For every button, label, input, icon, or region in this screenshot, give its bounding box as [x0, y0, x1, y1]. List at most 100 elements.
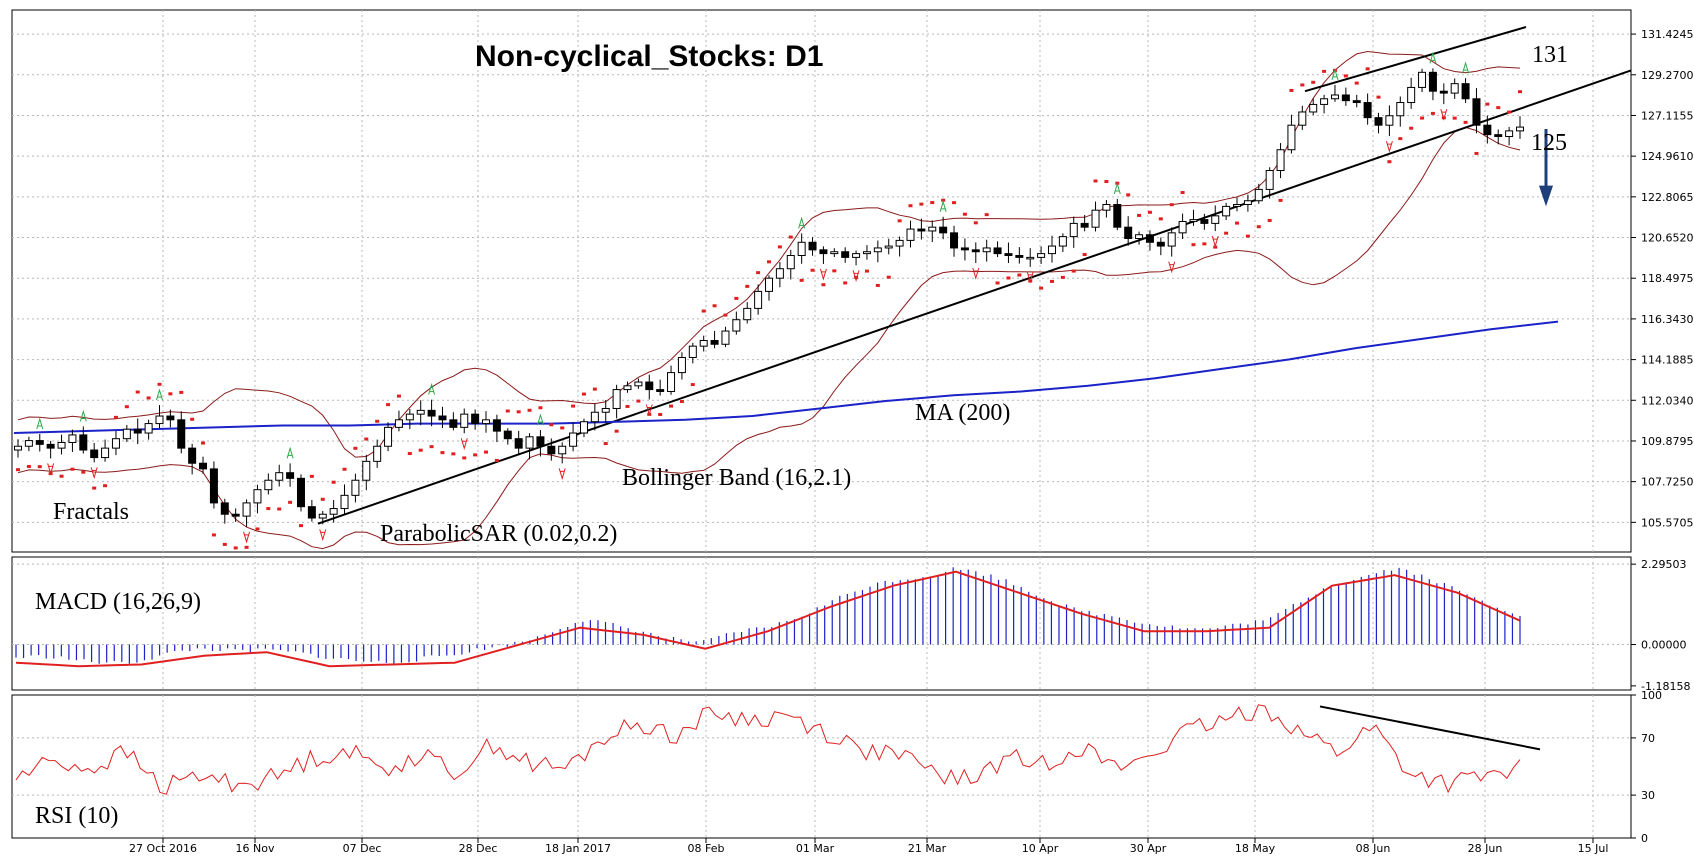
sar-dot [1093, 179, 1098, 183]
sar-dot [1082, 253, 1087, 257]
sar-dot [473, 453, 478, 457]
candle-body [786, 255, 795, 270]
label-macd: MACD (16,26,9) [35, 589, 201, 615]
sar-dot [320, 497, 325, 501]
candle-body [906, 228, 915, 241]
candle-body [960, 247, 969, 251]
sar-dot [1322, 69, 1327, 73]
candle-body [1505, 130, 1514, 138]
sar-dot [712, 304, 717, 308]
candle-body [155, 415, 164, 425]
fractal-down [819, 268, 827, 281]
rsi-tick-label: 30 [1641, 789, 1655, 802]
sar-dot [1343, 74, 1348, 78]
candle-body [253, 489, 262, 504]
candle-body [133, 428, 142, 434]
fractal-up [36, 417, 44, 430]
sar-dot [429, 445, 434, 449]
rsi-tick-label: 0 [1641, 832, 1648, 845]
candle-body [1145, 234, 1154, 243]
candle-body [765, 277, 773, 292]
rsi-panel [15, 704, 1541, 795]
sar-dot [1017, 273, 1022, 277]
fractal-down [972, 267, 980, 280]
price-tick-label: 105.5705 [1641, 516, 1694, 529]
fractal-down [1440, 108, 1448, 121]
sar-dot [995, 281, 1000, 285]
sar-dot [298, 524, 303, 528]
candle-body [775, 268, 784, 279]
sar-dot [658, 413, 663, 417]
macd-tick-label: 2.29503 [1641, 558, 1687, 571]
candle-body [721, 330, 730, 345]
candle-body [1254, 188, 1263, 202]
sar-dot [1409, 126, 1414, 130]
candle-body [743, 307, 752, 321]
main-panel-frame [11, 9, 1632, 553]
sar-dot [625, 404, 630, 408]
candle-body [808, 241, 817, 251]
candle-body [460, 413, 469, 428]
candle-body [1276, 149, 1285, 172]
candle-body [1178, 221, 1187, 234]
candle-body [373, 445, 382, 462]
fractal-down [460, 438, 468, 450]
sar-dot [549, 423, 554, 427]
sar-dot [799, 278, 804, 282]
price-candles [14, 68, 1524, 527]
candle-body [1407, 86, 1416, 104]
date-tick-label: 16 Nov [236, 842, 275, 855]
fractal-down [243, 531, 251, 544]
fractal-markers [36, 51, 1470, 544]
candle-body [732, 319, 741, 332]
candle-body [612, 389, 621, 409]
sar-dot [1300, 83, 1305, 87]
fractal-up [428, 382, 436, 395]
sar-dot [1071, 269, 1076, 273]
candle-body [1026, 256, 1035, 260]
date-tick-label: 27 Oct 2016 [129, 842, 197, 855]
sar-dot [962, 212, 967, 216]
price-tick-label: 109.8795 [1641, 435, 1694, 448]
rsi-tick-label: 100 [1641, 689, 1662, 702]
price-tick-label: 129.2700 [1641, 69, 1694, 82]
sar-dot [1191, 243, 1196, 247]
candle-body [166, 415, 175, 421]
sar-dot [538, 406, 543, 410]
sar-dot [788, 235, 793, 239]
sar-dot [723, 313, 728, 317]
sar-dot [1202, 242, 1207, 246]
sar-dot [864, 269, 869, 273]
candle-body [590, 411, 599, 423]
candle-body [1135, 234, 1144, 240]
fractal-down [90, 467, 98, 480]
chart-title: Non-cyclical_Stocks: D1 [475, 40, 823, 73]
candle-body [340, 494, 349, 510]
candle-body [209, 468, 218, 504]
sar-dot [1224, 231, 1229, 235]
bollinger-lower [17, 126, 1521, 550]
candle-body [797, 241, 806, 257]
candle-body [101, 447, 110, 459]
candle-body [1320, 98, 1329, 105]
sar-dot [190, 417, 195, 421]
label-sar: ParabolicSAR (0.02,0.2) [380, 521, 617, 547]
sar-dot [952, 201, 957, 205]
candle-body [188, 447, 197, 464]
sar-dot [886, 275, 891, 279]
date-tick-label: 08 Jun [1356, 842, 1391, 855]
axis-labels: 131.4245 129.2700 127.1155 124.9610 122.8065… [129, 28, 1694, 855]
candle-body [971, 249, 980, 253]
sar-dot [1398, 137, 1403, 141]
sar-dot [581, 392, 586, 396]
candle-body [1374, 117, 1383, 126]
price-tick-label: 107.7250 [1641, 476, 1694, 489]
candle-body [1516, 126, 1524, 132]
candle-body [24, 440, 33, 447]
sar-dot [614, 429, 619, 433]
candle-body [634, 381, 643, 387]
rsi-trendline [1319, 705, 1541, 751]
candle-body [514, 438, 523, 449]
candle-body [57, 441, 66, 449]
